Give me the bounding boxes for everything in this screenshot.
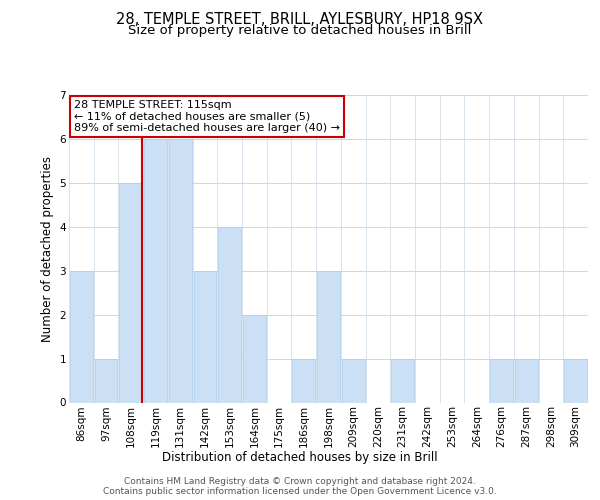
Text: Contains public sector information licensed under the Open Government Licence v3: Contains public sector information licen…: [103, 486, 497, 496]
Bar: [70, 270, 93, 402]
Bar: [564, 358, 587, 403]
Bar: [194, 270, 216, 402]
Bar: [144, 139, 167, 402]
Bar: [95, 358, 118, 403]
Bar: [292, 358, 315, 403]
Text: 28 TEMPLE STREET: 115sqm
← 11% of detached houses are smaller (5)
89% of semi-de: 28 TEMPLE STREET: 115sqm ← 11% of detach…: [74, 100, 340, 133]
Bar: [515, 358, 538, 403]
Text: Size of property relative to detached houses in Brill: Size of property relative to detached ho…: [128, 24, 472, 37]
Y-axis label: Number of detached properties: Number of detached properties: [41, 156, 54, 342]
Bar: [391, 358, 414, 403]
Text: Contains HM Land Registry data © Crown copyright and database right 2024.: Contains HM Land Registry data © Crown c…: [124, 476, 476, 486]
Bar: [119, 183, 142, 402]
Bar: [317, 270, 340, 402]
Bar: [243, 314, 266, 402]
Bar: [218, 227, 241, 402]
Bar: [342, 358, 365, 403]
Bar: [169, 139, 191, 402]
Text: 28, TEMPLE STREET, BRILL, AYLESBURY, HP18 9SX: 28, TEMPLE STREET, BRILL, AYLESBURY, HP1…: [116, 12, 484, 28]
Text: Distribution of detached houses by size in Brill: Distribution of detached houses by size …: [162, 451, 438, 464]
Bar: [490, 358, 513, 403]
